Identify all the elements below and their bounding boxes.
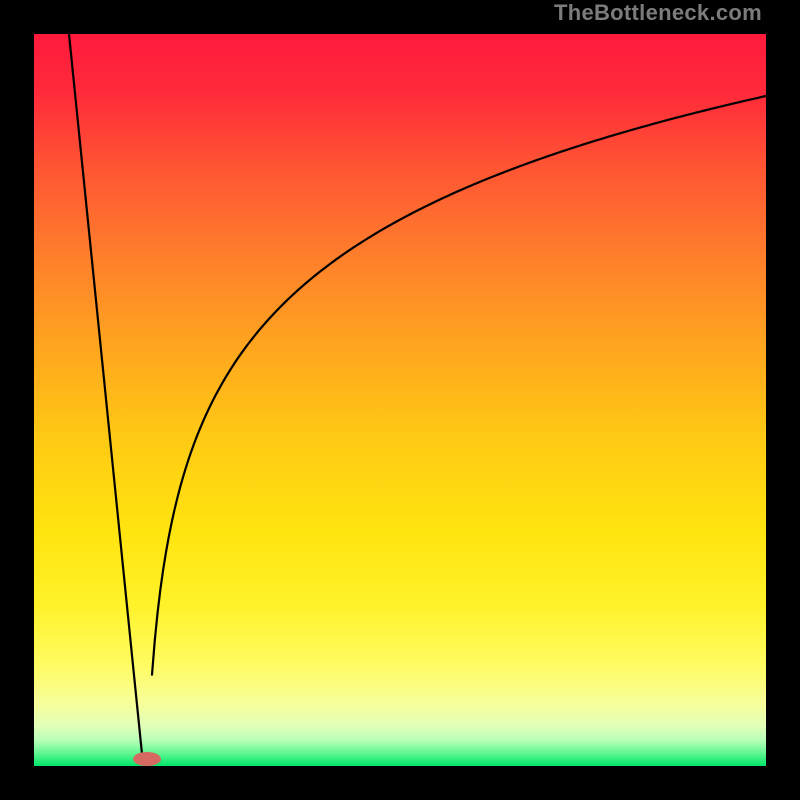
right-curve xyxy=(152,96,766,675)
plot-area xyxy=(34,34,766,766)
watermark-text: TheBottleneck.com xyxy=(554,0,762,26)
left-curve xyxy=(69,34,142,754)
chart-svg xyxy=(34,34,766,766)
outer-frame: TheBottleneck.com xyxy=(0,0,800,800)
minimum-marker xyxy=(133,752,161,766)
